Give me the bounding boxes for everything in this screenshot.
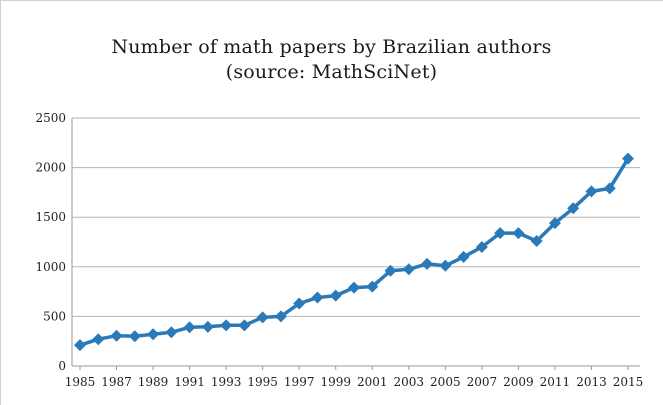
data-point xyxy=(366,280,379,293)
x-tick-label: 2015 xyxy=(613,375,644,389)
x-tick-label: 1987 xyxy=(101,375,132,389)
data-point xyxy=(311,291,324,304)
data-point xyxy=(402,263,415,276)
data-point xyxy=(92,333,105,346)
data-point xyxy=(494,227,507,240)
data-point xyxy=(329,289,342,302)
data-point xyxy=(548,217,561,230)
data-point xyxy=(147,328,160,341)
x-tick-label: 2001 xyxy=(357,375,388,389)
data-point xyxy=(201,320,214,333)
data-point xyxy=(567,202,580,215)
data-point xyxy=(439,259,452,272)
x-tick-label: 2007 xyxy=(467,375,498,389)
x-tick-label: 1989 xyxy=(138,375,169,389)
x-tick-label: 2003 xyxy=(394,375,425,389)
x-tick-label: 2011 xyxy=(540,375,571,389)
y-tick-label: 2000 xyxy=(35,161,66,175)
data-point xyxy=(512,227,525,240)
chart-title: Number of math papers by Brazilian autho… xyxy=(111,36,552,58)
x-tick-label: 1985 xyxy=(65,375,96,389)
y-tick-label: 0 xyxy=(58,359,66,373)
x-tick-label: 1993 xyxy=(211,375,242,389)
y-tick-label: 1000 xyxy=(35,260,66,274)
data-point xyxy=(603,182,616,195)
y-tick-label: 2500 xyxy=(35,111,66,125)
data-point xyxy=(110,329,123,342)
data-point xyxy=(274,310,287,323)
data-point xyxy=(220,319,233,332)
data-point xyxy=(165,326,178,339)
series-line xyxy=(78,156,630,347)
y-tick-label: 500 xyxy=(43,309,66,323)
data-point xyxy=(238,319,251,332)
x-tick-label: 2013 xyxy=(576,375,607,389)
x-tick-label: 1997 xyxy=(284,375,315,389)
data-point xyxy=(585,185,598,198)
x-tick-label: 2009 xyxy=(503,375,534,389)
data-point xyxy=(348,281,360,294)
x-tick-label: 1991 xyxy=(174,375,205,389)
chart-subtitle: (source: MathSciNet) xyxy=(225,61,438,83)
data-point xyxy=(183,321,196,334)
data-point xyxy=(256,311,269,324)
data-point xyxy=(530,235,543,248)
data-point xyxy=(421,257,434,270)
data-point xyxy=(457,250,470,263)
data-point xyxy=(475,240,488,253)
data-point xyxy=(384,264,397,277)
x-tick-label: 2005 xyxy=(430,375,461,389)
data-point xyxy=(74,339,86,352)
x-tick-label: 1995 xyxy=(247,375,278,389)
data-point xyxy=(293,297,306,310)
data-point xyxy=(622,152,634,165)
y-tick-label: 1500 xyxy=(35,210,66,224)
x-tick-label: 1999 xyxy=(320,375,351,389)
data-point xyxy=(128,330,141,343)
